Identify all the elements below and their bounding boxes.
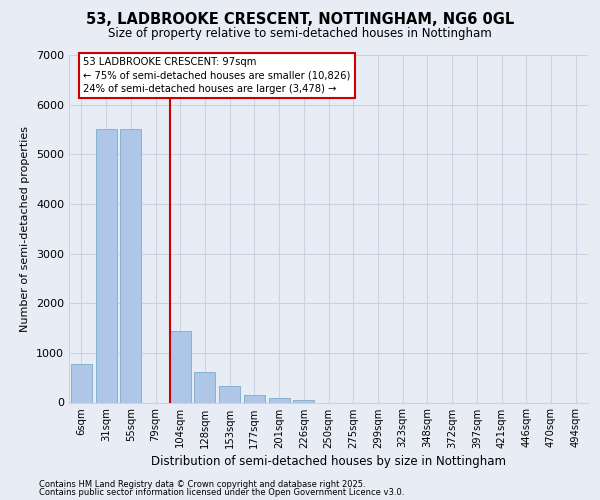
Bar (244, 394, 265, 402)
Text: Contains public sector information licensed under the Open Government Licence v3: Contains public sector information licen… (39, 488, 404, 497)
Bar (194, 372, 215, 402)
Text: Contains HM Land Registry data © Crown copyright and database right 2025.: Contains HM Land Registry data © Crown c… (39, 480, 365, 489)
Bar (95, 130, 116, 402)
Bar (120, 130, 141, 402)
Bar (71, 364, 92, 403)
Bar (269, 398, 290, 402)
Y-axis label: Number of semi-detached properties: Number of semi-detached properties (20, 126, 31, 332)
Text: 53 LADBROOKE CRESCENT: 97sqm
← 75% of semi-detached houses are smaller (10,826)
: 53 LADBROOKE CRESCENT: 97sqm ← 75% of se… (83, 58, 351, 94)
Bar (219, 386, 240, 402)
Text: 53, LADBROOKE CRESCENT, NOTTINGHAM, NG6 0GL: 53, LADBROOKE CRESCENT, NOTTINGHAM, NG6 … (86, 12, 514, 28)
X-axis label: Distribution of semi-detached houses by size in Nottingham: Distribution of semi-detached houses by … (151, 454, 506, 468)
Bar (293, 400, 314, 402)
Bar (170, 330, 191, 402)
Text: Size of property relative to semi-detached houses in Nottingham: Size of property relative to semi-detach… (108, 28, 492, 40)
